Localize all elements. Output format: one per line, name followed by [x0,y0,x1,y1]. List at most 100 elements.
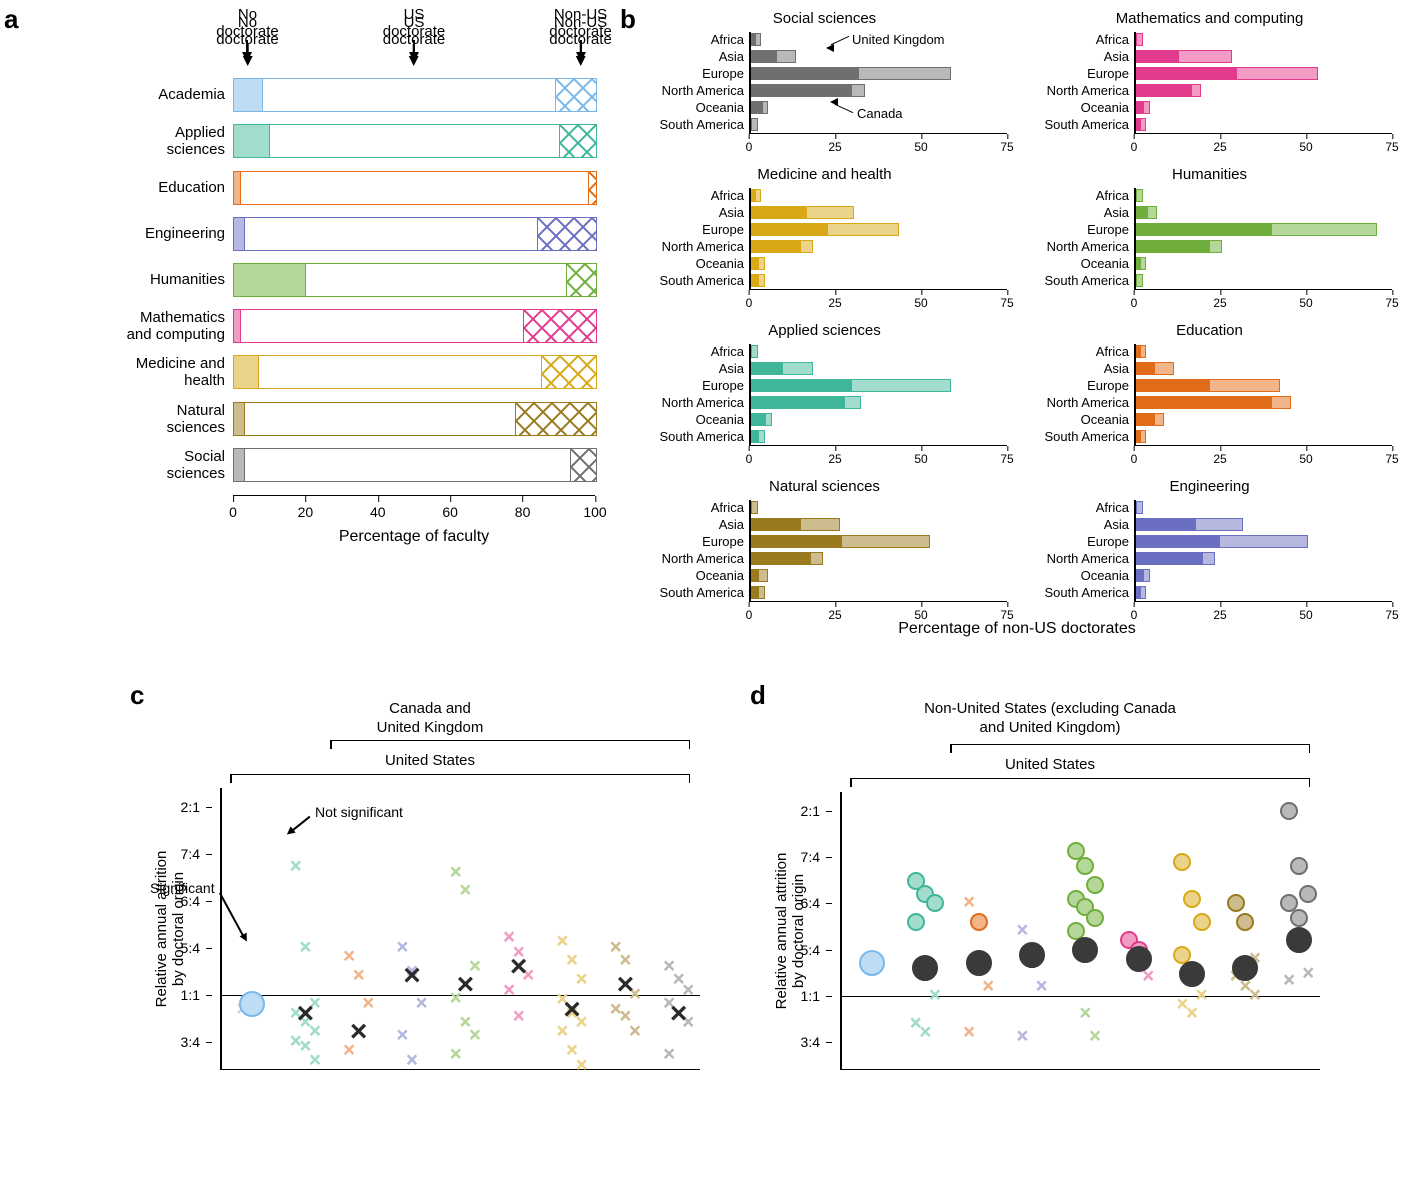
sc-small-marker: × [963,1021,975,1044]
sc-small-marker: × [982,975,994,998]
b-xtick: 75 [1000,140,1013,154]
b-bar-inner [1134,240,1210,253]
sc-small-marker: × [576,968,588,991]
a-seg-us-doctorate [305,263,568,297]
b-xtick: 50 [1299,452,1312,466]
b-region-label: Asia [642,361,749,376]
a-row-label: Medicine andhealth [115,355,233,390]
b-title: Medicine and health [642,166,1007,183]
sc-small-marker: × [299,936,311,959]
b-title: Humanities [1027,166,1392,183]
b-region-label: North America [1027,395,1134,410]
sc-overall-marker: × [617,968,635,1002]
b-region-label: Europe [642,66,749,81]
b-title: Natural sciences [642,478,1007,495]
sc-small-marker: × [309,1049,321,1072]
b-bar-inner [749,535,842,548]
sc-overall-marker: × [457,968,475,1002]
sc-overall-marker [966,950,992,976]
sc-small-marker: × [629,1021,641,1044]
a-row-applied-sciences: Appliedsciences [115,124,595,159]
panel-b-xlabel: Percentage of non-US doctorates [642,620,1392,638]
a-row-academia: Academia [115,78,595,112]
b-xtick: 25 [828,296,841,310]
b-subplot-engineering: EngineeringAfricaAsiaEuropeNorth America… [1027,478,1392,624]
sc-overall-marker: × [670,997,688,1031]
b-bar-inner [1134,206,1148,219]
b-bar-inner [1134,362,1155,375]
a-seg-non-us-doctorate [541,355,597,389]
b-bar-inner [1134,67,1237,80]
b-bar-inner [749,206,807,219]
a-seg-no-doctorate [233,78,264,112]
b-xtick: 50 [1299,296,1312,310]
b-region-label: Asia [1027,205,1134,220]
sc-small-marker [1236,913,1254,931]
a-seg-us-doctorate [244,217,539,251]
b-title: Social sciences [642,10,1007,27]
sc-annot-significant: Significant [150,880,215,896]
b-bar-inner [749,67,859,80]
a-row-label: Engineering [115,225,233,242]
b-region-label: Asia [1027,361,1134,376]
b-bar-inner [1134,552,1203,565]
a-row-label: Education [115,179,233,196]
sc-overall-marker: × [563,993,581,1027]
sc-small-marker [907,913,925,931]
a-seg-non-us-doctorate [588,171,597,205]
b-xtick: 50 [1299,140,1312,154]
b-bar-inner [749,430,759,443]
a-row-mathematics-and-computing: Mathematicsand computing [115,309,595,344]
b-region-label: North America [1027,239,1134,254]
b-region-label: Asia [1027,517,1134,532]
sc-small-marker [1193,913,1211,931]
b-bar-inner [749,518,801,531]
sc-small-marker: × [362,993,374,1016]
sc-small-marker [1299,885,1317,903]
sc-overall-marker [1019,942,1045,968]
a-seg-us-doctorate [244,402,518,436]
a-row-education: Education [115,171,595,205]
b-xtick: 25 [1213,140,1226,154]
panel-d-chart: Non-United States (excluding Canadaand U… [770,700,1330,1090]
b-region-label: South America [1027,585,1134,600]
b-title: Engineering [1027,478,1392,495]
a-header-non-us-doctorate: Non-USdoctorate [549,6,612,66]
a-seg-non-us-doctorate [559,124,597,158]
sc-small-marker [1227,894,1245,912]
panel-label-c: c [130,680,144,711]
b-xtick: 75 [1385,452,1398,466]
a-seg-us-doctorate [258,355,542,389]
b-subplot-humanities: HumanitiesAfricaAsiaEuropeNorth AmericaO… [1027,166,1392,312]
a-seg-non-us-doctorate [523,309,597,343]
b-region-label: Africa [1027,32,1134,47]
a-row-label: Naturalsciences [115,402,233,437]
b-bar-inner [749,379,852,392]
b-bar-inner [1134,535,1220,548]
sc-overall-marker [1232,955,1258,981]
b-bar-inner [1134,84,1192,97]
sc-small-marker: × [1089,1025,1101,1048]
sc-ylabel: Relative annual attritionby doctoral ori… [773,781,807,1081]
b-bar-inner [749,50,777,63]
a-seg-us-doctorate [262,78,557,112]
sc-small-marker [970,913,988,931]
b-region-label: North America [642,395,749,410]
a-seg-no-doctorate [233,263,307,297]
sc-small-marker: × [416,993,428,1016]
b-bar-inner [749,552,811,565]
a-row-humanities: Humanities [115,263,595,297]
b-region-label: South America [642,273,749,288]
b-region-label: Europe [642,378,749,393]
b-bar-inner [749,274,759,287]
sc-annot-not-significant: Not significant [315,804,403,820]
b-title: Mathematics and computing [1027,10,1392,27]
sc-small-marker [1290,909,1308,927]
b-bar-inner [749,586,759,599]
a-header-us-doctorate: USdoctorate [383,6,446,66]
b-bar-inner [1134,50,1179,63]
sc-overall-marker: × [510,950,528,984]
a-seg-no-doctorate [233,355,260,389]
b-xtick: 0 [746,140,753,154]
b-bar-inner [1134,396,1272,409]
